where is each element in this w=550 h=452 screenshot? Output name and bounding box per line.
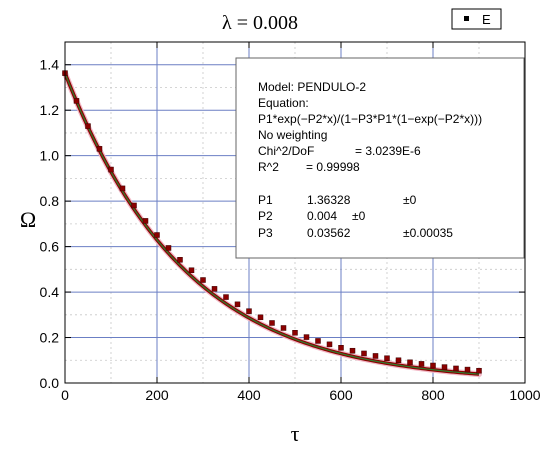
data-point [246,308,252,314]
fit-model: Model: PENDULO-2 [258,80,366,94]
y-tick-label: 1.2 [40,102,60,118]
legend-label: E [482,12,491,27]
fit-param-value: 1.36328 [307,193,351,207]
x-tick-label: 800 [421,387,445,403]
fit-chi-label: Chi^2/DoF [258,144,314,158]
y-axis-label: Ω [20,207,36,232]
fit-param-name: P3 [258,226,273,240]
y-tick-label: 0.2 [40,330,60,346]
data-point [257,314,264,321]
fit-param-error: ±0 [403,193,417,207]
x-tick-label: 0 [61,387,69,403]
fit-curve [64,72,480,375]
x-tick-label: 200 [145,387,169,403]
fit-weighting: No weighting [258,128,327,142]
legend: E [451,8,502,30]
y-tick-label: 0.8 [40,193,60,209]
fit-param-name: P2 [258,209,273,223]
fit-r2-label: R^2 [258,160,279,174]
plot-frame [64,41,526,384]
data-point [188,267,195,273]
fit-equation-label: Equation: [258,96,309,110]
fit-curve-layer [62,70,482,378]
data-point [280,325,287,331]
data-point [372,353,379,359]
x-tick-label: 1000 [509,387,540,403]
fit-param-value: 0.03562 [307,226,351,240]
data-point [418,361,425,367]
fit-results-box: Model: PENDULO-2 Equation: P1*exp(−P2*x)… [235,57,525,259]
y-tick-label: 0.0 [40,375,60,391]
x-tick-label: 400 [237,387,261,403]
data-point [108,166,114,173]
y-tick-label: 0.4 [40,284,60,300]
data-point [476,367,482,374]
data-point [395,357,402,364]
data-point [315,338,321,344]
data-point [234,301,241,308]
data-point [338,345,344,351]
data-point [407,359,413,366]
data-point [131,202,137,209]
legend-marker [464,16,469,21]
data-point [269,320,275,326]
data-point [96,146,103,152]
fit-param-error: ±0 [352,209,366,223]
data-point [154,232,160,238]
data-point [430,362,436,369]
fit-box-frame [235,57,525,259]
data-point [200,277,206,283]
chart-title: λ = 0.008 [222,12,298,34]
data-point [73,98,80,104]
data-point [464,366,471,373]
data-point [349,347,356,354]
fit-param-error: ±0.00035 [403,226,453,240]
x-tick-label: 600 [329,387,353,403]
y-tick-label: 1.4 [40,57,60,73]
y-tick-label: 0.6 [40,239,60,255]
data-point [292,330,298,336]
fit-param-value: 0.004 [307,209,337,223]
data-point [177,257,183,263]
x-axis-label: τ [291,421,300,446]
data-point [85,123,91,129]
data-point [165,245,172,251]
data-point [384,355,390,361]
data-point [361,350,367,357]
data-point [303,334,310,340]
data-point [441,364,448,370]
y-tick-labels: 0.0 0.2 0.4 0.6 0.8 1.0 1.2 1.4 [40,57,60,391]
y-tick-label: 1.0 [40,148,60,164]
data-point [223,294,229,300]
legend-box [451,8,502,30]
fit-equation: P1*exp(−P2*x)/(1−P3*P1*(1−exp(−P2*x))) [258,112,482,126]
fit-chi-value: = 3.0239E-6 [355,144,421,158]
data-point [326,341,333,348]
data-point [142,218,149,224]
data-point [211,286,218,292]
fit-param-name: P1 [258,193,273,207]
data-point [453,365,459,372]
data-point [119,185,126,192]
x-tick-labels: 0 200 400 600 800 1000 [61,387,541,403]
fit-r2-value: = 0.99998 [306,160,360,174]
